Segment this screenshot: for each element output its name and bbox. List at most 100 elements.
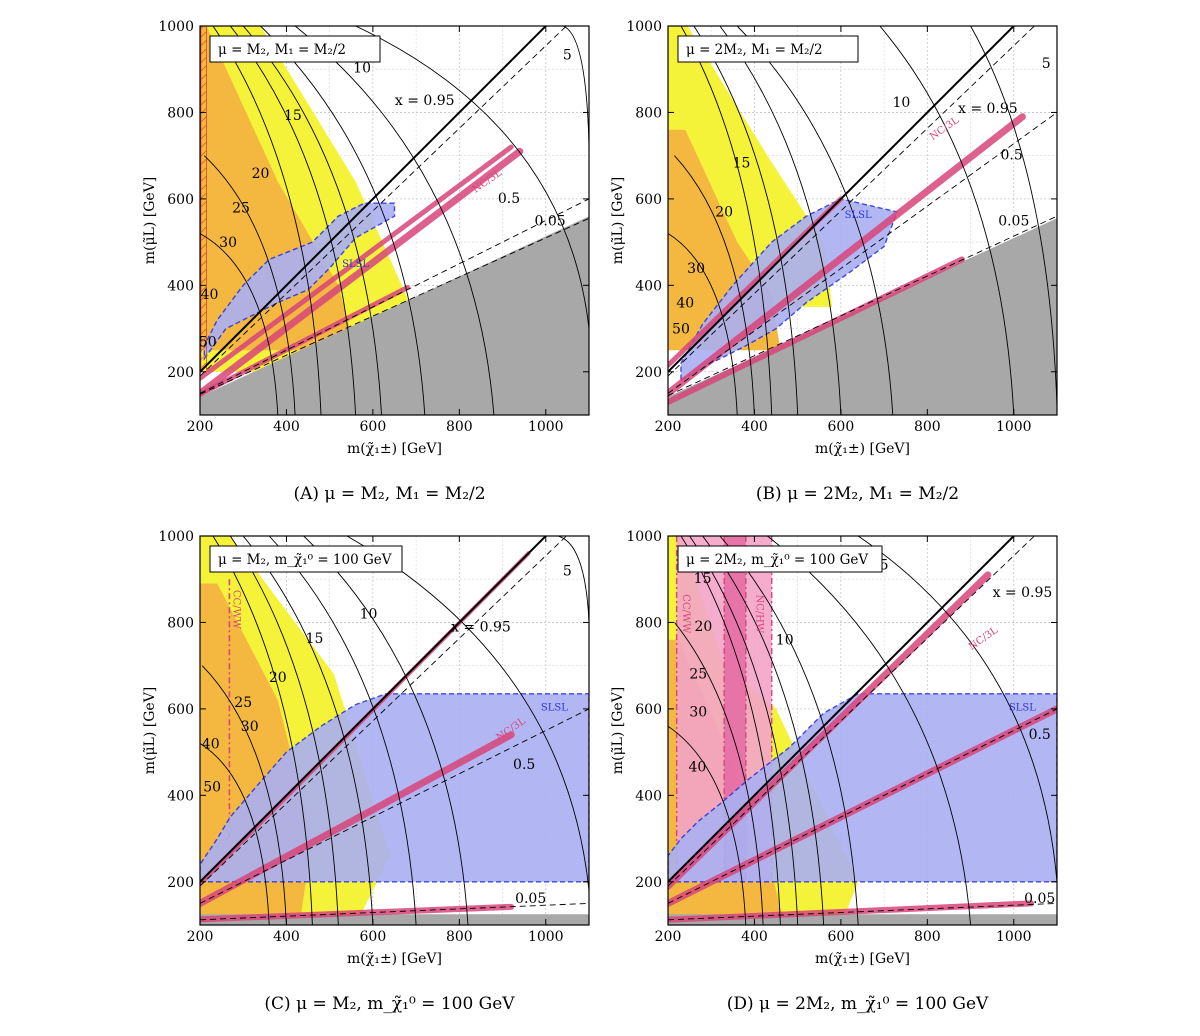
x-line-label: x = 0.95 [451, 620, 511, 636]
mass-contour [970, 26, 1057, 407]
y-tick-label: 400 [635, 278, 662, 294]
contour-label: 50 [672, 321, 690, 337]
y-tick-label: 600 [635, 192, 662, 208]
x-tick-label: 600 [828, 419, 855, 435]
x-line-label: 0.05 [1024, 891, 1055, 907]
contour-label: 5 [563, 47, 572, 63]
mass-contour [294, 26, 495, 415]
slsl-region [203, 202, 396, 361]
contour-label: 25 [234, 695, 252, 711]
y-tick-label: 200 [167, 875, 194, 891]
cc-ww-contour [223, 579, 231, 842]
y-tick-label: 800 [635, 615, 662, 631]
x-line-label: 0.5 [498, 191, 520, 207]
x-tick-label: 1000 [528, 929, 564, 945]
x-line-label: 0.5 [1029, 727, 1051, 743]
x-tick-label: 400 [741, 929, 768, 945]
x-axis-label: m(χ̃₁±) [GeV] [815, 951, 910, 967]
contour-label: 5 [563, 563, 572, 579]
legend-label: μ = M₂, m_χ̃₁⁰ = 100 GeV [218, 552, 392, 568]
mass-contour [736, 26, 894, 415]
y-tick-label: 400 [167, 278, 194, 294]
contour-label: 25 [232, 200, 250, 216]
x-line-label: 0.5 [513, 757, 535, 773]
x-line-label: 0.5 [1000, 148, 1022, 164]
legend-box [677, 35, 859, 63]
mass-contour [702, 536, 825, 925]
mass-contour [355, 26, 589, 329]
y-tick-label: 1000 [158, 19, 194, 35]
legend-box [209, 545, 403, 573]
mass-contour [346, 536, 589, 891]
mass-contour [203, 155, 296, 415]
contour-label: 10 [353, 60, 371, 76]
mass-contour [674, 155, 755, 415]
panel-caption: (B) μ = 2M₂, M₁ = M₂/2 [756, 484, 959, 504]
contour-label: 15 [306, 631, 324, 647]
x-tick-label: 800 [914, 929, 941, 945]
contour-label: 50 [199, 334, 217, 350]
search-label: SLSL [541, 703, 568, 714]
nc-3l-band [200, 284, 410, 397]
y-tick-label: 600 [635, 702, 662, 718]
gray-excluded-region [200, 216, 589, 415]
search-label: CC/WW [230, 590, 241, 630]
diagonal-line [200, 536, 548, 883]
contour-label: 20 [269, 670, 287, 686]
y-tick-label: 400 [167, 788, 194, 804]
mass-contour [303, 536, 469, 925]
contour-label: 40 [202, 736, 220, 752]
panel-caption: (C) μ = M₂, m_χ̃₁⁰ = 100 GeV [264, 994, 515, 1014]
mass-contour [229, 536, 339, 925]
x-axis-label: m(χ̃₁±) [GeV] [347, 951, 442, 967]
search-label: SLSL [845, 210, 872, 221]
x-ratio-line [200, 902, 589, 921]
y-tick-label: 200 [635, 875, 662, 891]
panel-caption: (A) μ = M₂, M₁ = M₂/2 [293, 484, 485, 504]
legend-label: μ = M₂, M₁ = M₂/2 [218, 42, 346, 58]
contour-label: 30 [241, 719, 259, 735]
x-tick-label: 400 [741, 419, 768, 435]
mass-contour [229, 26, 357, 415]
plot-frame [199, 25, 590, 416]
gray-excluded-region [668, 218, 1057, 415]
y-tick-label: 800 [167, 615, 194, 631]
x-tick-label: 200 [655, 929, 682, 945]
x-tick-label: 1000 [996, 929, 1032, 945]
mass-contour [242, 536, 374, 925]
x-line-label: 0.05 [535, 213, 566, 229]
contour-label: 40 [201, 287, 219, 303]
y-axis-label: m(μ̃L) [GeV] [610, 177, 626, 265]
x-axis-label: m(χ̃₁±) [GeV] [815, 441, 910, 457]
mass-contour [545, 536, 589, 623]
search-label: CC/WW [680, 594, 691, 634]
x-line-label: 0.05 [515, 891, 546, 907]
x-ratio-line [668, 708, 1057, 904]
mass-contour [767, 536, 972, 925]
x-tick-label: 200 [187, 929, 214, 945]
x-line-label: 0.05 [998, 213, 1029, 229]
y-tick-label: 1000 [158, 529, 194, 545]
slsl-region [200, 693, 589, 883]
mass-contour [879, 26, 1015, 415]
y-tick-label: 200 [167, 365, 194, 381]
mass-contour [268, 536, 417, 925]
contour-label: 30 [687, 261, 705, 277]
contour-label: 20 [695, 619, 713, 635]
contour-label: 10 [776, 633, 794, 649]
x-line-label: x = 0.95 [958, 101, 1018, 117]
y-axis-label: m(μ̃L) [GeV] [142, 687, 158, 775]
x-ratio-line [668, 902, 1057, 921]
mass-contour [242, 26, 382, 415]
mass-contour [680, 536, 781, 925]
mass-contour [562, 26, 589, 148]
x-tick-label: 1000 [528, 419, 564, 435]
x-tick-label: 800 [446, 929, 473, 945]
legend-label: μ = 2M₂, m_χ̃₁⁰ = 100 GeV [686, 552, 868, 568]
nc-3l-band [668, 256, 965, 406]
